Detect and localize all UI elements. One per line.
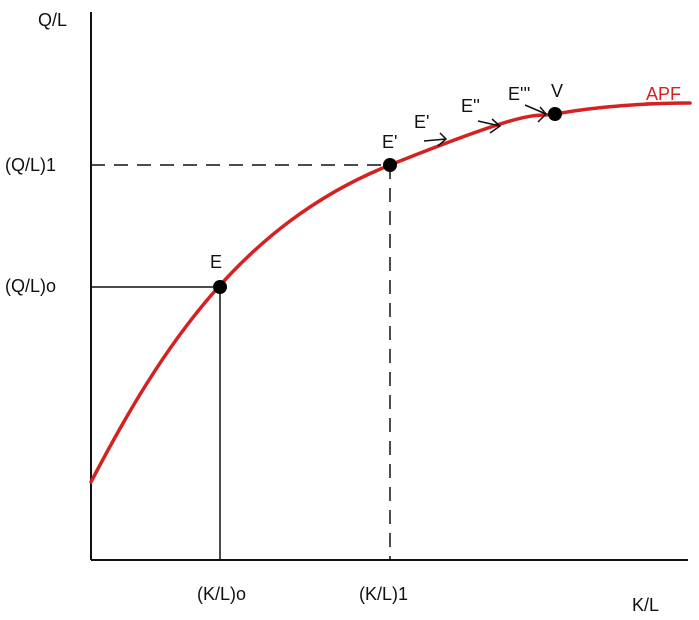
point-v bbox=[548, 107, 562, 121]
y-axis-label: Q/L bbox=[38, 10, 67, 30]
x-tick-klo: (K/L)o bbox=[197, 584, 246, 604]
y-tick-qlo: (Q/L)o bbox=[5, 276, 56, 296]
x-axis-label: K/L bbox=[632, 595, 659, 615]
arrow-e-prime bbox=[423, 132, 448, 147]
apf-label: APF bbox=[646, 84, 681, 104]
arrow-e-double bbox=[477, 118, 502, 134]
arrow-e-triple bbox=[524, 104, 548, 123]
point-e bbox=[213, 280, 227, 294]
point-label-e: E bbox=[210, 252, 222, 272]
path-label-e-triple: E''' bbox=[508, 84, 530, 104]
point-e1 bbox=[383, 158, 397, 172]
apf-curve bbox=[89, 101, 692, 484]
path-label-e-prime: E' bbox=[414, 112, 429, 132]
path-label-e-double: E'' bbox=[461, 96, 480, 116]
y-tick-ql1: (Q/L)1 bbox=[5, 155, 56, 175]
point-label-e1: E' bbox=[382, 132, 397, 152]
point-label-v: V bbox=[551, 81, 563, 101]
x-tick-kl1: (K/L)1 bbox=[359, 584, 408, 604]
